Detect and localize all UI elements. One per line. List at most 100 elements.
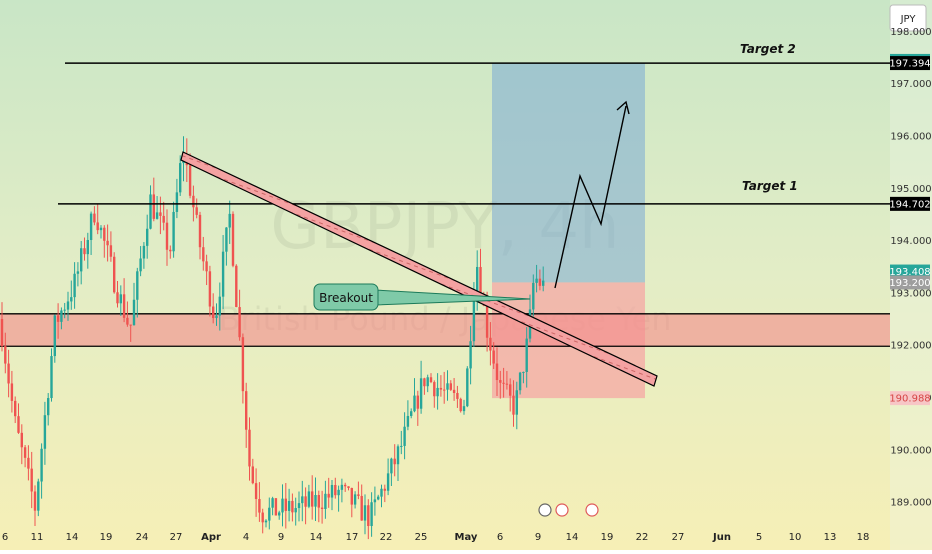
candle-body — [297, 503, 301, 509]
candle-body — [221, 251, 225, 297]
candle — [40, 443, 43, 499]
candle-body — [0, 319, 4, 347]
x-tick-label: 22 — [380, 532, 393, 543]
event-icon — [585, 503, 599, 517]
candle — [113, 252, 116, 294]
candle-body — [169, 249, 172, 252]
candle-body — [83, 248, 86, 255]
zone-fill — [0, 313, 890, 347]
candle-body — [337, 489, 340, 496]
candle — [284, 482, 287, 529]
candle — [179, 155, 182, 196]
candle — [96, 204, 99, 235]
currency-box — [889, 4, 927, 32]
candle — [238, 289, 241, 341]
candle-body — [469, 341, 472, 369]
candle — [278, 510, 281, 520]
candle-body — [433, 382, 436, 397]
candle — [235, 264, 238, 308]
candle — [149, 185, 152, 230]
candle — [99, 225, 103, 239]
candle-body — [56, 315, 60, 322]
candle-body — [86, 239, 89, 255]
candle-body — [126, 317, 129, 325]
event-icon — [555, 503, 569, 517]
breakout-label: Breakout — [319, 291, 373, 305]
candle — [264, 519, 268, 528]
candle-body — [330, 484, 334, 498]
candle-body — [532, 282, 535, 310]
candle — [380, 484, 383, 508]
candle — [459, 397, 462, 413]
candle — [274, 498, 278, 516]
candle-body — [53, 315, 56, 357]
x-tick-label: 14 — [310, 532, 323, 543]
candle-body — [149, 194, 152, 229]
candle — [426, 374, 429, 393]
candle-body — [271, 498, 274, 508]
candle — [307, 484, 311, 509]
candle-body — [443, 389, 446, 391]
candle-body — [245, 391, 248, 430]
candle-body — [419, 378, 423, 409]
candle-body — [452, 389, 456, 393]
candle-body — [20, 432, 23, 448]
candle — [281, 484, 284, 527]
candle-body — [386, 473, 390, 491]
candle-body — [43, 415, 47, 449]
candle — [452, 378, 456, 401]
candle — [208, 265, 212, 317]
candle — [386, 458, 390, 496]
candle-body — [228, 213, 231, 228]
candle-body — [23, 447, 27, 458]
candle — [20, 424, 23, 465]
candle — [423, 377, 426, 395]
candle — [304, 487, 307, 525]
candle-body — [370, 502, 373, 527]
candle-body — [462, 406, 466, 412]
annotation-lines: Target 2 Target 1 Breakout — [58, 42, 890, 517]
candle — [73, 262, 76, 309]
candle — [225, 227, 228, 266]
candle-body — [146, 228, 149, 246]
candle — [502, 367, 505, 398]
candle — [324, 480, 327, 519]
candle — [347, 486, 350, 491]
candle-body — [139, 258, 142, 272]
candle — [63, 302, 66, 319]
candle — [373, 486, 377, 516]
candle — [334, 477, 337, 499]
candle-body — [47, 398, 50, 416]
candle — [142, 242, 146, 269]
candle-body — [476, 266, 479, 297]
candle-body — [380, 488, 383, 497]
candle-body — [518, 372, 522, 391]
candle — [23, 445, 27, 468]
y-tick-label: 194.000 — [890, 236, 931, 247]
candle-body — [33, 491, 37, 511]
candle — [469, 325, 472, 385]
candle — [212, 293, 215, 324]
candle-body — [261, 512, 264, 523]
candle-body — [188, 165, 192, 196]
candle-body — [357, 494, 360, 496]
candle-body — [7, 363, 10, 384]
candle-body — [489, 337, 492, 351]
candle-body — [284, 498, 287, 511]
candle — [390, 457, 393, 487]
candle-body — [175, 192, 179, 212]
candle — [406, 400, 410, 431]
candle-body — [248, 429, 251, 467]
x-tick-label: 27 — [170, 532, 183, 543]
candle — [175, 178, 179, 219]
candle — [119, 285, 122, 316]
candle-body — [241, 337, 245, 392]
candle-body — [113, 256, 116, 293]
y-tick-label: 195.000 — [890, 184, 931, 195]
candle-body — [466, 368, 469, 407]
candle-body — [264, 520, 268, 523]
candle — [198, 211, 202, 260]
candle — [258, 482, 261, 522]
candle — [4, 332, 7, 374]
